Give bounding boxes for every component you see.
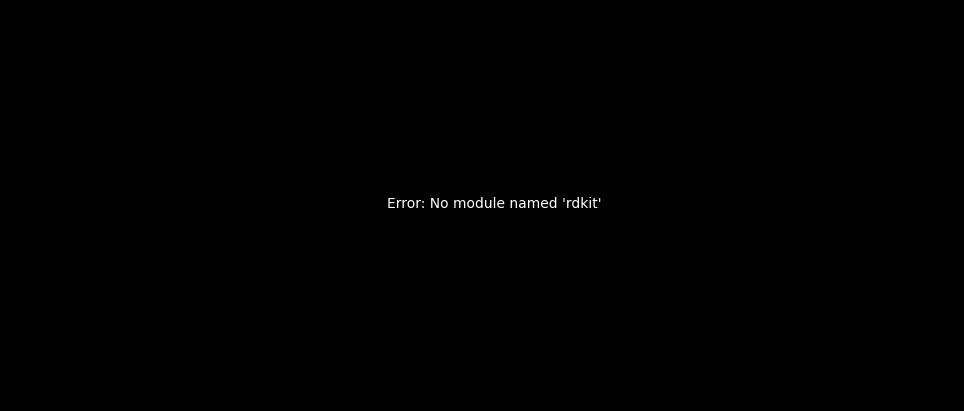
- Text: Error: No module named 'rdkit': Error: No module named 'rdkit': [387, 196, 602, 210]
